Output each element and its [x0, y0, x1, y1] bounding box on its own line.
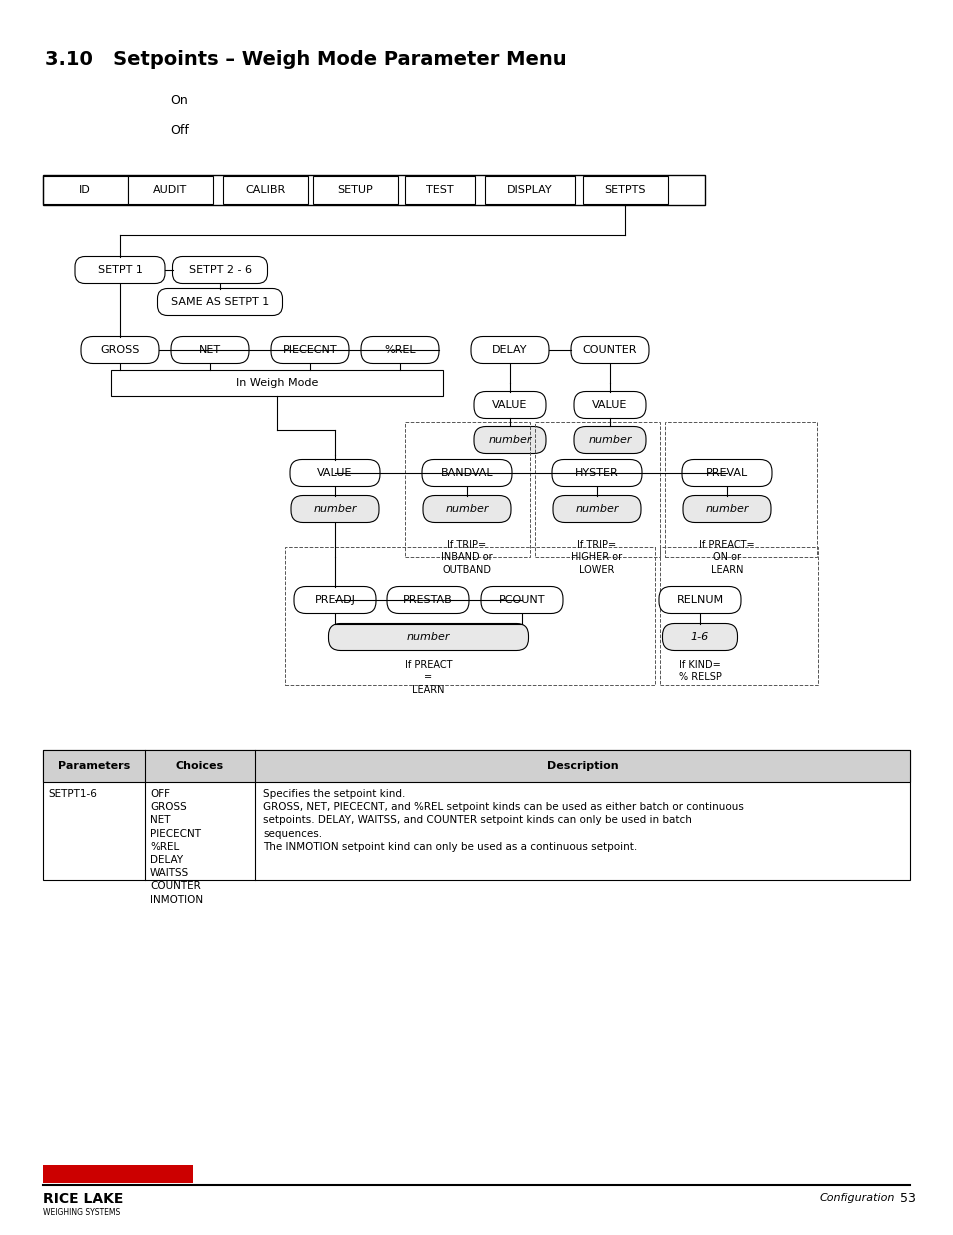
- Text: number: number: [488, 435, 531, 445]
- FancyBboxPatch shape: [571, 336, 648, 363]
- Text: If PREACT=
ON or
LEARN: If PREACT= ON or LEARN: [699, 540, 754, 574]
- Text: VALUE: VALUE: [317, 468, 353, 478]
- Text: GROSS: GROSS: [100, 345, 139, 354]
- Text: number: number: [445, 504, 488, 514]
- Text: If PREACT
=
LEARN: If PREACT = LEARN: [404, 659, 452, 695]
- FancyBboxPatch shape: [553, 495, 640, 522]
- FancyBboxPatch shape: [157, 289, 282, 315]
- FancyBboxPatch shape: [484, 177, 575, 204]
- FancyBboxPatch shape: [480, 587, 562, 614]
- FancyBboxPatch shape: [171, 336, 249, 363]
- Text: ID: ID: [79, 185, 91, 195]
- Text: WEIGHING SYSTEMS: WEIGHING SYSTEMS: [43, 1208, 120, 1216]
- Bar: [43, 750, 909, 782]
- FancyBboxPatch shape: [405, 177, 475, 204]
- FancyBboxPatch shape: [682, 495, 770, 522]
- Text: 53: 53: [899, 1192, 915, 1204]
- Bar: [43, 1165, 193, 1183]
- Text: SETPTS: SETPTS: [603, 185, 645, 195]
- Text: DISPLAY: DISPLAY: [507, 185, 552, 195]
- Text: PREADJ: PREADJ: [314, 595, 355, 605]
- FancyBboxPatch shape: [474, 391, 545, 419]
- FancyBboxPatch shape: [422, 495, 511, 522]
- Text: number: number: [704, 504, 748, 514]
- Text: COUNTER: COUNTER: [582, 345, 637, 354]
- FancyBboxPatch shape: [81, 336, 159, 363]
- Text: HYSTER: HYSTER: [575, 468, 618, 478]
- Text: CALIBR: CALIBR: [245, 185, 285, 195]
- Text: 1-6: 1-6: [690, 632, 708, 642]
- Text: If KIND=
% RELSP: If KIND= % RELSP: [678, 659, 720, 683]
- Text: Choices: Choices: [175, 761, 224, 771]
- Text: Off: Off: [170, 124, 189, 137]
- FancyBboxPatch shape: [574, 426, 645, 453]
- FancyBboxPatch shape: [582, 177, 667, 204]
- Bar: [659, 547, 817, 685]
- Text: PREVAL: PREVAL: [705, 468, 747, 478]
- Text: PCOUNT: PCOUNT: [498, 595, 545, 605]
- Text: Description: Description: [546, 761, 618, 771]
- FancyBboxPatch shape: [661, 624, 737, 651]
- FancyBboxPatch shape: [43, 177, 128, 204]
- FancyBboxPatch shape: [328, 624, 528, 651]
- Text: number: number: [588, 435, 631, 445]
- Text: OFF
GROSS
NET
PIECECNT
%REL
DELAY
WAITSS
COUNTER
INMOTION: OFF GROSS NET PIECECNT %REL DELAY WAITSS…: [150, 789, 203, 904]
- Text: Specifies the setpoint kind.
GROSS, NET, PIECECNT, and %REL setpoint kinds can b: Specifies the setpoint kind. GROSS, NET,…: [263, 789, 743, 852]
- FancyBboxPatch shape: [222, 177, 307, 204]
- FancyBboxPatch shape: [75, 257, 165, 284]
- Text: SETUP: SETUP: [336, 185, 373, 195]
- Text: PRESTAB: PRESTAB: [403, 595, 453, 605]
- FancyBboxPatch shape: [659, 587, 740, 614]
- Bar: [405, 422, 530, 557]
- Text: SETPT 2 - 6: SETPT 2 - 6: [189, 266, 252, 275]
- Text: RICE LAKE: RICE LAKE: [43, 1192, 123, 1207]
- Text: Configuration: Configuration: [820, 1193, 895, 1203]
- Text: Parameters: Parameters: [58, 761, 130, 771]
- Bar: [285, 547, 655, 685]
- FancyBboxPatch shape: [474, 426, 545, 453]
- FancyBboxPatch shape: [387, 587, 469, 614]
- Text: VALUE: VALUE: [492, 400, 527, 410]
- FancyBboxPatch shape: [271, 336, 349, 363]
- Text: If TRIP=
INBAND or
OUTBAND: If TRIP= INBAND or OUTBAND: [440, 540, 493, 574]
- Text: SETPT1-6: SETPT1-6: [48, 789, 97, 799]
- FancyBboxPatch shape: [172, 257, 267, 284]
- Text: VALUE: VALUE: [592, 400, 627, 410]
- FancyBboxPatch shape: [313, 177, 397, 204]
- FancyBboxPatch shape: [681, 459, 771, 487]
- Text: SETPT 1: SETPT 1: [97, 266, 142, 275]
- Text: RELNUM: RELNUM: [676, 595, 722, 605]
- FancyBboxPatch shape: [471, 336, 548, 363]
- FancyBboxPatch shape: [128, 177, 213, 204]
- Text: 3.10   Setpoints – Weigh Mode Parameter Menu: 3.10 Setpoints – Weigh Mode Parameter Me…: [45, 49, 566, 69]
- Text: number: number: [406, 632, 450, 642]
- FancyBboxPatch shape: [552, 459, 641, 487]
- Text: number: number: [313, 504, 356, 514]
- FancyBboxPatch shape: [290, 459, 379, 487]
- Text: AUDIT: AUDIT: [152, 185, 187, 195]
- Text: SAME AS SETPT 1: SAME AS SETPT 1: [171, 296, 269, 308]
- FancyBboxPatch shape: [294, 587, 375, 614]
- Bar: [535, 422, 659, 557]
- Text: DELAY: DELAY: [492, 345, 527, 354]
- Text: PIECECNT: PIECECNT: [282, 345, 337, 354]
- Text: number: number: [575, 504, 618, 514]
- Text: NET: NET: [199, 345, 221, 354]
- Text: If TRIP=
HIGHER or
LOWER: If TRIP= HIGHER or LOWER: [571, 540, 622, 574]
- Bar: [664, 422, 816, 557]
- FancyBboxPatch shape: [291, 495, 378, 522]
- Text: BANDVAL: BANDVAL: [440, 468, 493, 478]
- Bar: [43, 175, 704, 205]
- Text: In Weigh Mode: In Weigh Mode: [235, 378, 318, 388]
- Bar: [43, 750, 909, 881]
- Text: On: On: [170, 94, 188, 106]
- FancyBboxPatch shape: [574, 391, 645, 419]
- FancyBboxPatch shape: [111, 370, 442, 396]
- FancyBboxPatch shape: [421, 459, 512, 487]
- Text: TEST: TEST: [426, 185, 454, 195]
- FancyBboxPatch shape: [360, 336, 438, 363]
- Text: %REL: %REL: [384, 345, 416, 354]
